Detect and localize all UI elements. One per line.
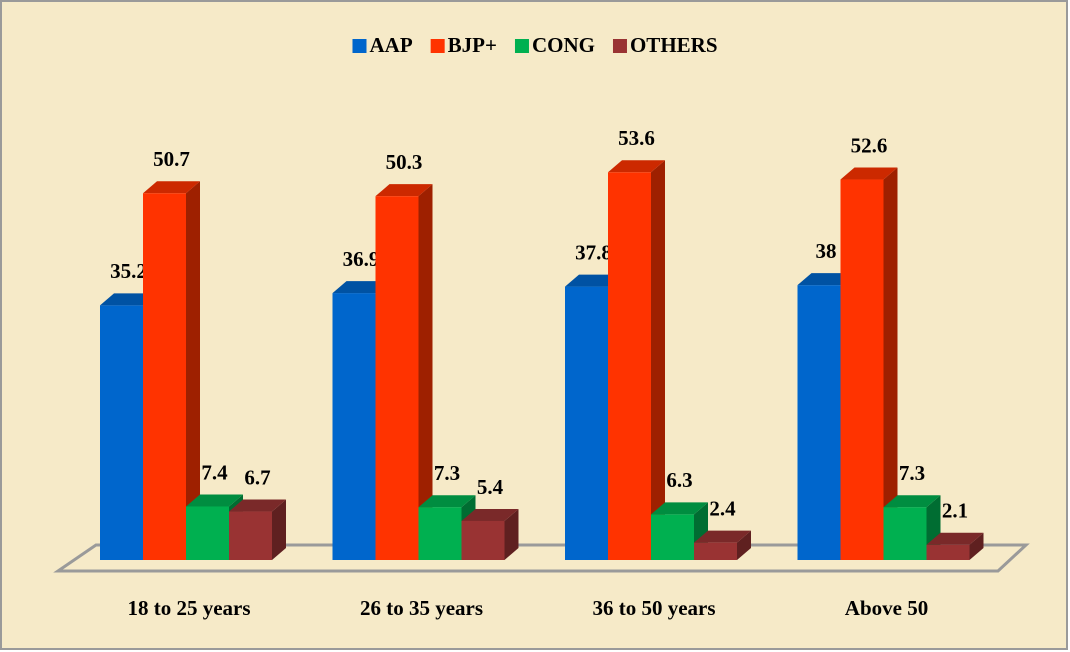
legend-swatch [352,39,367,53]
bar-top [797,273,855,286]
bar-top [143,181,200,194]
bar-side [272,499,286,560]
bar-top [651,502,708,515]
bar-side [737,530,751,560]
data-label: 53.6 [618,126,655,150]
data-label: 7.4 [201,460,228,484]
x-tick-label: Above 50 [845,596,928,620]
bar-front [608,172,651,560]
x-tick-label: 36 to 50 years [592,596,715,620]
data-label: 7.3 [434,461,460,485]
bar-top [375,184,433,197]
bar-front [418,507,462,560]
bar-front [143,193,186,560]
bar-front [883,507,927,560]
bar-top [926,532,984,545]
bar-top [418,495,476,508]
bar-front [565,286,608,560]
bar-top [229,499,286,512]
bar-front [100,305,143,560]
bar [143,181,200,560]
bar [229,499,286,560]
bar-top [694,530,751,543]
data-label: 2.4 [709,496,736,520]
bar [375,184,433,560]
bar-front [797,285,841,560]
bar [926,532,984,560]
bar [418,495,476,560]
legend-swatch [430,39,445,53]
bar [461,508,519,560]
data-label: 5.4 [477,475,504,499]
x-tick-label: 26 to 35 years [360,596,483,620]
legend-label: OTHERS [630,33,718,57]
data-label: 52.6 [851,133,888,157]
bar [840,167,898,560]
legend-swatch [612,39,627,53]
legend-label: CONG [532,33,595,57]
legend: AAP BJP+ CONG OTHERS [352,33,718,57]
legend-label: AAP [369,33,412,57]
data-label: 6.3 [666,468,692,492]
legend-swatch [514,39,529,53]
bar-top [332,281,390,294]
bar-front [229,511,272,560]
bar-front [651,514,694,560]
data-label: 38 [816,239,837,263]
data-label: 50.7 [153,147,190,171]
bar-side [883,167,898,560]
bar-front [332,293,376,560]
data-label: 7.3 [899,461,925,485]
data-label: 37.8 [575,240,612,264]
bar-front [375,196,419,560]
bar-front [461,520,505,560]
bar-top [186,494,243,507]
bar-top [100,293,157,306]
bar [608,160,665,560]
bar-front [840,179,884,560]
bar-top [461,508,519,521]
data-label: 2.1 [942,499,968,523]
data-label: 36.9 [343,247,380,271]
x-tick-label: 18 to 25 years [127,596,250,620]
bar-side [186,181,200,560]
bar-front [694,542,737,560]
bar-side [651,160,665,560]
data-label: 6.7 [244,465,270,489]
data-label: 35.2 [110,259,147,283]
bar-front [926,544,970,560]
bar-side [504,508,519,560]
data-label: 50.3 [386,150,423,174]
legend-label: BJP+ [448,33,497,57]
bar [883,495,941,560]
bar [694,530,751,560]
bar-top [565,274,622,287]
bar-top [608,160,665,173]
floor [53,543,1030,573]
bar-front [186,506,229,560]
bar-top [840,167,898,180]
bar-side [969,532,984,560]
bar-side [418,184,433,560]
bar-top [883,495,941,508]
